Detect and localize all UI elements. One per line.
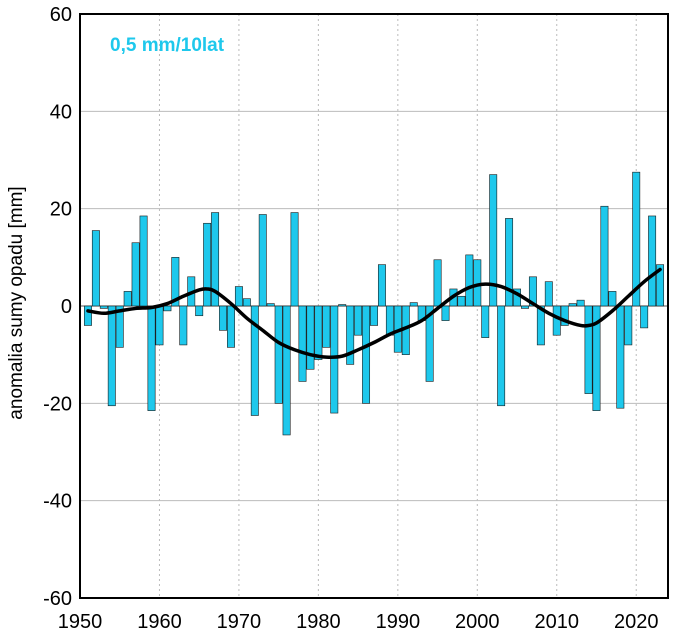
smoothed-trend-line — [86, 267, 662, 359]
bar-2011 — [560, 305, 569, 326]
bar-1994 — [425, 305, 434, 382]
bar-1952 — [91, 230, 100, 307]
x-tick-label: 1960 — [137, 611, 182, 633]
bar-1965 — [195, 305, 204, 317]
bar-1989 — [385, 305, 394, 336]
bar-series — [83, 171, 665, 436]
bar-2012 — [568, 303, 577, 307]
bar-1974 — [266, 303, 275, 307]
bar-2002 — [489, 174, 498, 307]
bar-1981 — [322, 305, 331, 348]
bar-1999 — [465, 254, 474, 307]
bar-1967 — [211, 212, 220, 307]
bar-1951 — [83, 305, 92, 326]
bar-1983 — [338, 304, 347, 307]
bar-1986 — [362, 305, 371, 404]
y-tick-label: -60 — [43, 588, 72, 610]
y-tick-label: 0 — [61, 296, 72, 318]
bar-2006 — [521, 305, 529, 309]
x-tick-label: 1980 — [296, 611, 341, 633]
bar-1970 — [234, 286, 243, 307]
y-tick-label: 20 — [50, 199, 72, 221]
x-tick-label: 2020 — [614, 611, 659, 633]
bar-1996 — [441, 305, 450, 321]
bar-1957 — [131, 242, 140, 307]
bar-2021 — [640, 305, 649, 329]
bar-2004 — [505, 218, 514, 307]
x-tick-label: 2010 — [535, 611, 580, 633]
bar-1966 — [203, 222, 212, 307]
x-tick-labels: 1950 1960 1970 1980 1990 2000 2010 2020 — [58, 611, 659, 633]
bar-1962 — [171, 257, 180, 307]
bar-2017 — [608, 291, 617, 307]
bar-1976 — [282, 305, 291, 436]
plot-frame — [79, 13, 669, 599]
bar-1963 — [179, 305, 188, 346]
bar-1975 — [274, 305, 283, 404]
bar-1969 — [227, 305, 235, 348]
bar-1959 — [147, 305, 156, 411]
bar-1995 — [433, 259, 442, 307]
bar-1971 — [242, 298, 251, 307]
bar-2022 — [648, 215, 657, 307]
bar-1987 — [370, 305, 378, 326]
bar-1955 — [115, 305, 124, 348]
y-tick-labels: -60 -40 -20 0 20 40 60 — [43, 4, 72, 610]
bar-2009 — [544, 281, 553, 307]
bar-1953 — [99, 305, 108, 309]
bar-2015 — [592, 305, 601, 411]
bar-1984 — [346, 305, 355, 365]
bar-1979 — [306, 305, 315, 370]
bar-1956 — [123, 291, 132, 307]
y-tick-label: -40 — [43, 491, 72, 513]
bar-2016 — [600, 205, 609, 307]
bar-1960 — [155, 305, 164, 346]
bar-1968 — [219, 305, 227, 331]
bar-2001 — [481, 305, 490, 338]
x-tick-label: 1990 — [376, 611, 421, 633]
bar-1985 — [354, 305, 363, 336]
bar-1972 — [250, 305, 259, 416]
bar-2008 — [536, 305, 545, 346]
trend-annotation: 0,5 mm/10lat — [110, 35, 225, 56]
x-tick-label: 2000 — [455, 611, 500, 633]
bar-1954 — [107, 305, 116, 407]
y-tick-label: -20 — [43, 393, 72, 415]
bar-2007 — [528, 276, 537, 307]
bar-2020 — [632, 171, 641, 307]
bar-2018 — [616, 305, 625, 409]
bar-1978 — [298, 305, 307, 382]
y-tick-label: 40 — [50, 101, 72, 123]
bar-1977 — [290, 212, 299, 307]
bar-2010 — [552, 305, 561, 336]
bar-2013 — [576, 299, 585, 307]
bar-1973 — [258, 214, 267, 307]
bar-1992 — [409, 302, 418, 307]
bar-2023 — [656, 264, 665, 307]
bar-1980 — [314, 305, 323, 360]
bar-1982 — [330, 305, 339, 414]
x-tick-label: 1950 — [58, 611, 103, 633]
bar-1961 — [163, 305, 172, 312]
x-tick-label: 1970 — [217, 611, 262, 633]
bar-1998 — [457, 295, 466, 307]
bar-2003 — [497, 305, 506, 407]
y-axis-title: anomalia sumy opadu [mm] — [6, 186, 27, 419]
bar-2014 — [584, 305, 593, 394]
y-tick-label: 60 — [50, 4, 72, 26]
bar-1958 — [139, 215, 148, 307]
bar-1988 — [377, 264, 386, 307]
bar-2019 — [624, 305, 633, 346]
